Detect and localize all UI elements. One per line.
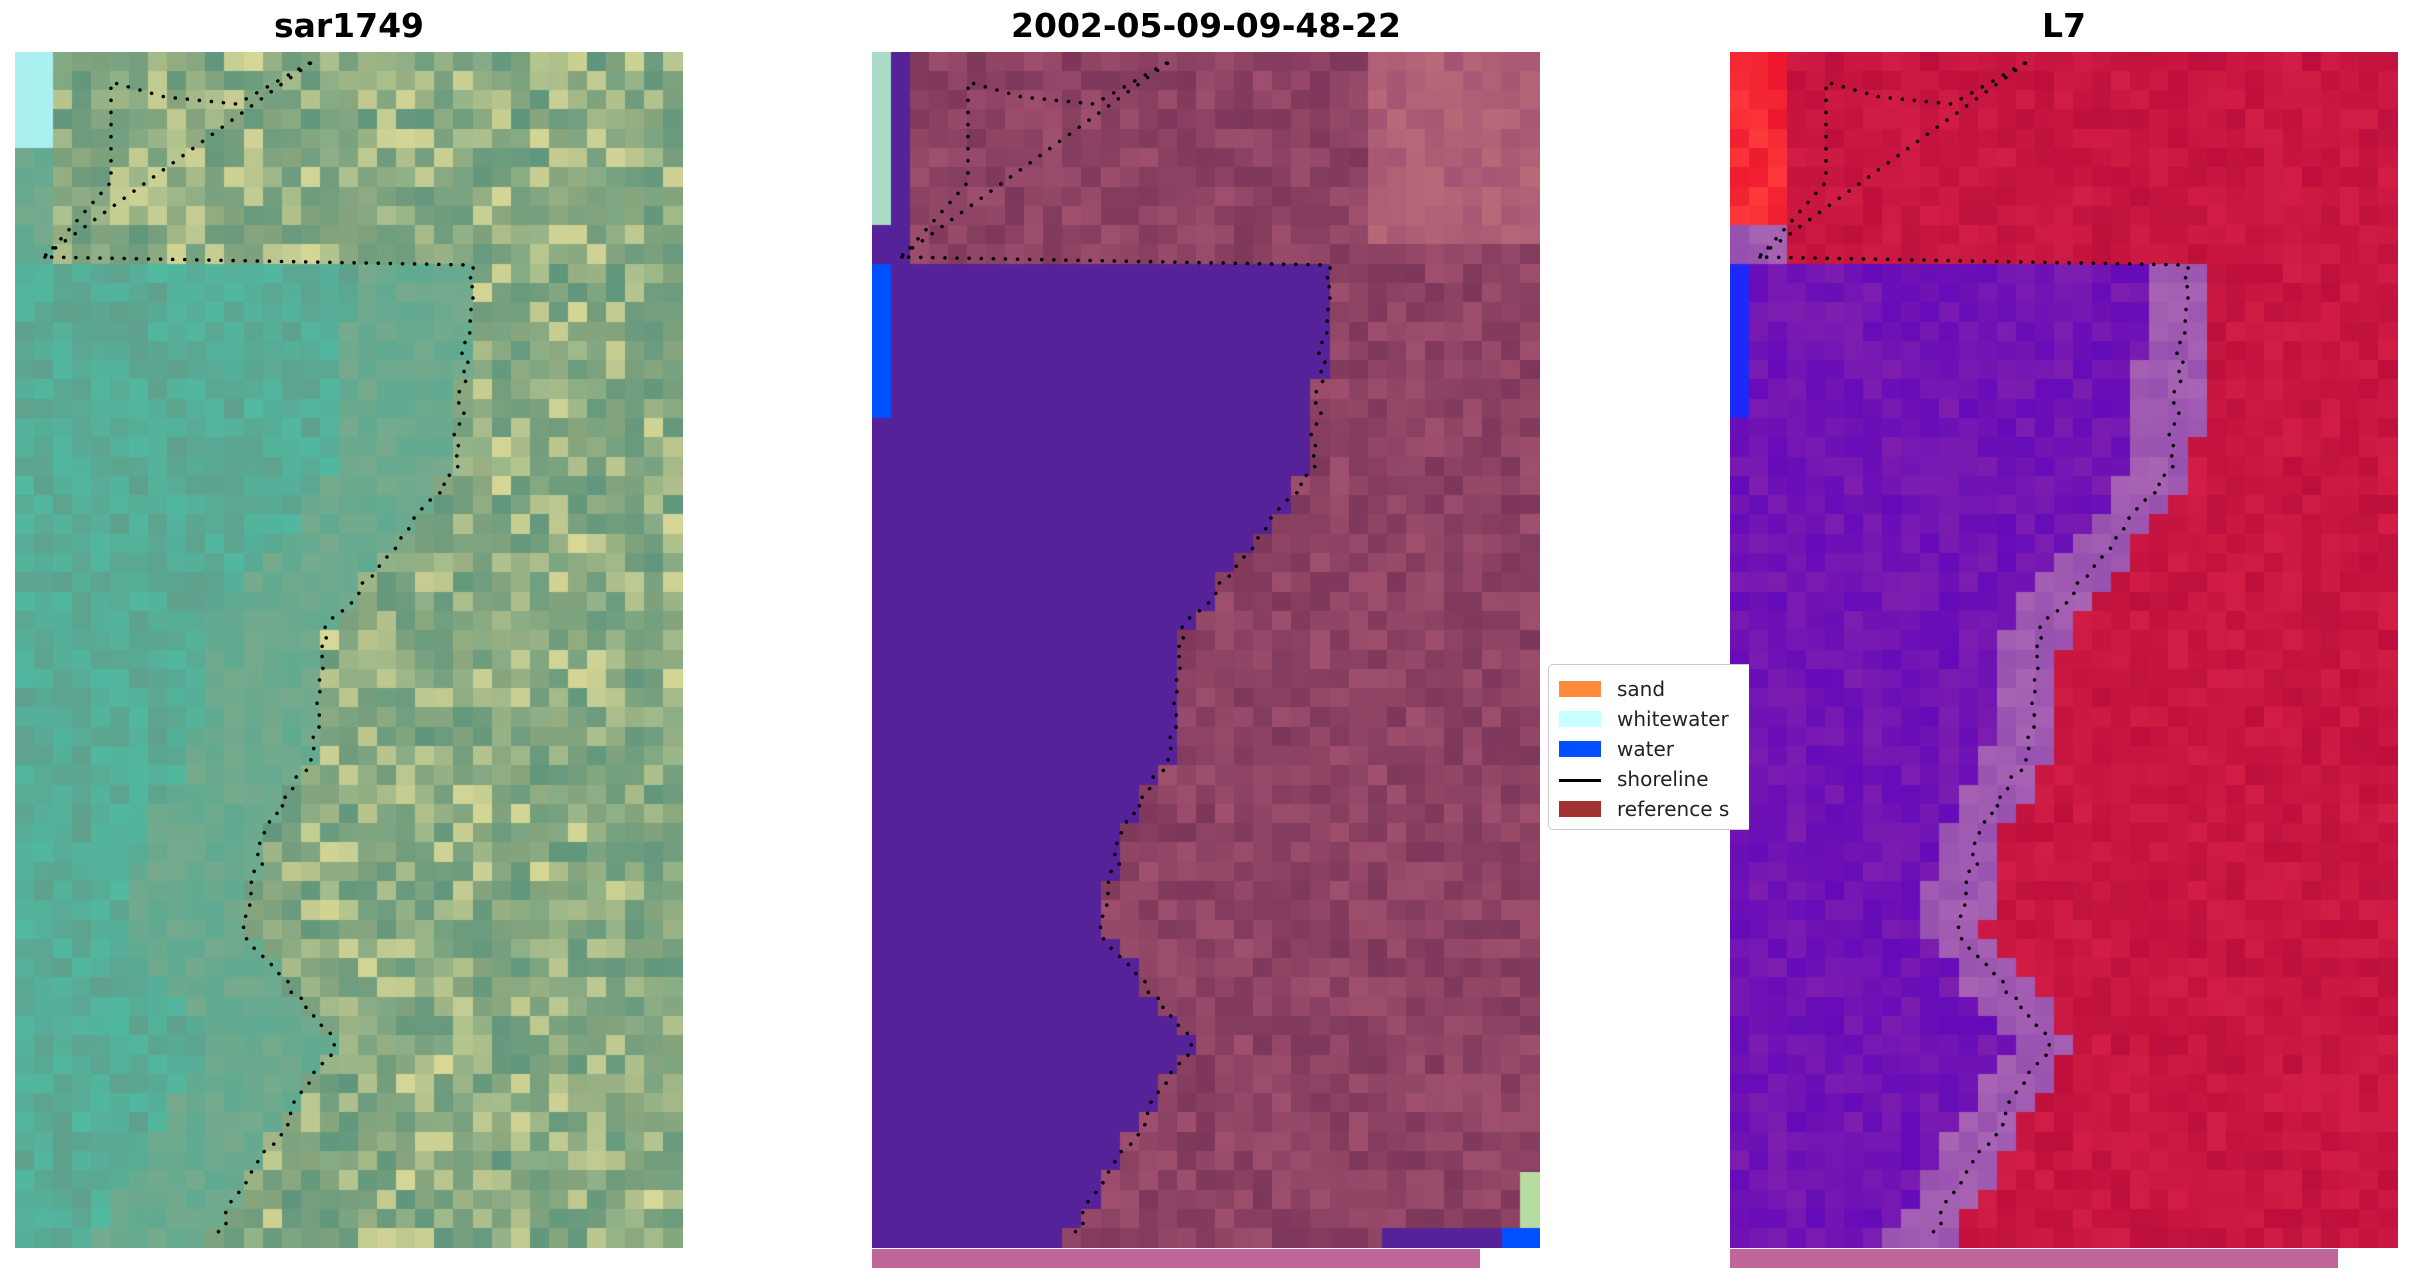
panel-title-rgb: sar1749 <box>273 6 425 45</box>
legend-label: shoreline <box>1617 767 1709 791</box>
legend-label: water <box>1617 737 1674 761</box>
legend-swatch-reference <box>1559 801 1601 817</box>
classified-image <box>872 52 1540 1248</box>
shoreline-overlay <box>1752 58 2193 1243</box>
shoreline-overlay <box>894 58 1335 1243</box>
legend-label: reference s <box>1617 797 1730 821</box>
legend-item-water: water <box>1549 735 1749 765</box>
legend-swatch-whitewater <box>1559 711 1601 727</box>
classified-image-panel <box>872 52 1540 1248</box>
legend-swatch-water <box>1559 741 1601 757</box>
rgb-satellite-image <box>15 52 683 1248</box>
legend-label: whitewater <box>1617 707 1729 731</box>
legend: sand whitewater water shoreline referenc… <box>1548 664 1749 830</box>
shoreline-overlay <box>37 58 478 1243</box>
water-index-image <box>1730 52 2398 1248</box>
legend-item-reference-shoreline: reference s <box>1549 795 1749 825</box>
index-bottom-strip <box>1730 1249 2338 1268</box>
legend-item-whitewater: whitewater <box>1549 705 1749 735</box>
rgb-image-panel <box>15 52 683 1248</box>
legend-label: sand <box>1617 677 1666 701</box>
legend-item-sand: sand <box>1549 675 1749 705</box>
legend-item-shoreline: shoreline <box>1549 765 1749 795</box>
legend-line-shoreline <box>1559 779 1601 782</box>
index-image-panel <box>1730 52 2398 1248</box>
legend-swatch-sand <box>1559 681 1601 697</box>
classified-bottom-strip <box>872 1249 1480 1268</box>
panel-title-index: L7 <box>2042 6 2086 45</box>
panel-title-classified: 2002-05-09-09-48-22 <box>1011 6 1401 45</box>
